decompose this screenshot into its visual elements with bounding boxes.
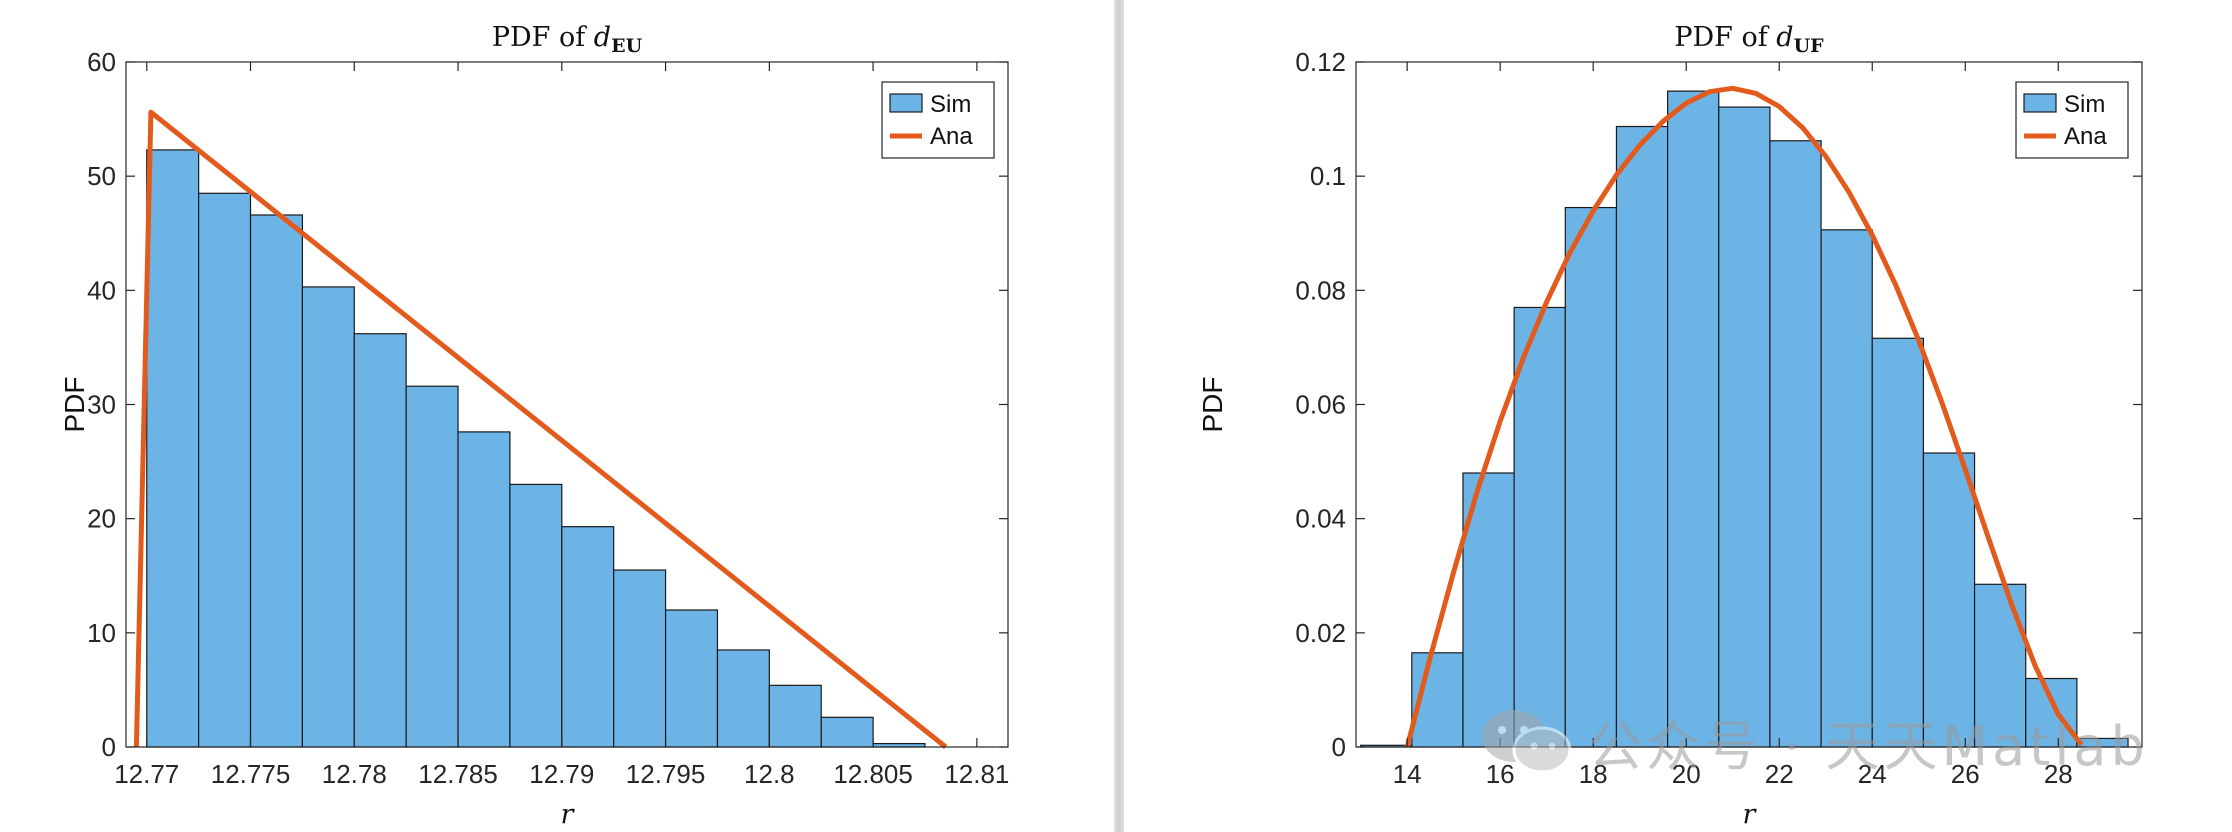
histogram-bar <box>1871 337 1925 748</box>
legend-sim-swatch <box>889 93 923 113</box>
x-tick-label: 22 <box>1765 759 1794 789</box>
y-tick-label: 50 <box>87 161 116 191</box>
histogram-bar <box>249 214 304 748</box>
histogram-bar <box>1667 90 1720 748</box>
y-tick-label: 0.1 <box>1310 161 1346 191</box>
histogram-bar <box>405 385 459 748</box>
y-tick-label: 40 <box>87 275 116 305</box>
x-tick-label: 14 <box>1393 759 1422 789</box>
watermark-text: 公众号 · 天天Matlab <box>1588 714 2149 778</box>
x-tick-label: 12.78 <box>322 759 387 789</box>
x-tick-label: 28 <box>2044 759 2073 789</box>
x-axis-label: r <box>561 799 576 830</box>
x-tick-label: 12.775 <box>211 759 291 789</box>
histogram-bar <box>1718 106 1771 748</box>
y-tick-label: 0.12 <box>1295 47 1346 77</box>
watermark: 公众号 · 天天Matlab <box>1478 706 2149 778</box>
x-tick-label: 20 <box>1672 759 1701 789</box>
x-tick-label: 12.785 <box>418 759 498 789</box>
x-tick-label: 12.805 <box>833 759 913 789</box>
x-tick-label: 26 <box>1951 759 1980 789</box>
x-tick-label: 12.8 <box>744 759 795 789</box>
histogram-bar <box>301 286 355 748</box>
histogram-bar <box>561 526 615 748</box>
title-prefix: PDF of <box>492 22 594 53</box>
legend-sim-label: Sim <box>2064 91 2105 118</box>
x-tick-label: 12.79 <box>529 759 594 789</box>
chart-title: PDF of dEU <box>492 22 643 57</box>
x-axis-label: r <box>1743 799 1758 830</box>
histogram-bar <box>664 609 719 748</box>
chart-pdf-deu: 12.77 12.775 12.78 12.785 12.79 12.795 12.8 12.… <box>59 22 1009 830</box>
y-tick-label: 10 <box>87 618 116 648</box>
y-tick-label: 0.02 <box>1295 618 1346 648</box>
histogram-bar <box>353 333 407 748</box>
histogram-bar <box>1973 583 2027 748</box>
histogram-bar <box>613 569 667 748</box>
histogram-bar <box>457 431 511 748</box>
histogram-bar <box>768 684 822 748</box>
left-figure-panel: 12.77 12.775 12.78 12.785 12.79 12.795 12.8 12.… <box>0 0 1114 832</box>
histogram-bar <box>1820 229 1873 748</box>
histogram-bar <box>198 192 252 748</box>
y-tick-label: 0 <box>1332 732 1346 762</box>
histogram-bar <box>716 649 770 748</box>
y-tick-label: 0.06 <box>1295 390 1346 420</box>
y-tick-label: 0.08 <box>1295 275 1346 305</box>
y-tick-label: 20 <box>87 504 116 534</box>
x-tick-label: 12.81 <box>944 759 1009 789</box>
window-divider[interactable] <box>1114 0 1124 832</box>
histogram-bar <box>146 149 200 748</box>
y-tick-label: 0.04 <box>1295 504 1346 534</box>
legend-ana-label: Ana <box>930 123 973 150</box>
x-tick-label: 16 <box>1486 759 1515 789</box>
x-tick-label: 12.77 <box>114 759 179 789</box>
histogram-bar <box>509 483 563 748</box>
title-variable: d <box>1776 22 1793 53</box>
wechat-icon <box>1482 710 1572 774</box>
legend-sim-label: Sim <box>930 91 971 118</box>
histogram-bar <box>1922 452 1976 748</box>
right-figure-panel: 14 16 18 20 22 24 26 28 0 0.02 0.04 0.06 0.08 0.1 0.12… <box>1124 0 2232 832</box>
title-prefix: PDF of <box>1674 22 1776 53</box>
chart-title: PDF of dUF <box>1674 22 1824 57</box>
histogram-bar <box>820 716 874 748</box>
histogram-bar <box>1513 306 1566 748</box>
y-tick-label: 0 <box>102 732 116 762</box>
x-tick-label: 18 <box>1579 759 1608 789</box>
ana-line <box>133 109 948 749</box>
chart-pdf-duf: 14 16 18 20 22 24 26 28 0 0.02 0.04 0.06 0.08 0.1 0.12… <box>1197 22 2143 830</box>
y-axis-label: PDF <box>59 377 90 433</box>
y-tick-label: 60 <box>87 47 116 77</box>
title-variable: d <box>594 22 611 53</box>
x-tick-label: 12.795 <box>626 759 706 789</box>
y-tick-label: 30 <box>87 390 116 420</box>
ana-line <box>1404 85 2084 748</box>
histogram-bar <box>1615 125 1669 748</box>
x-tick-label: 24 <box>1858 759 1887 789</box>
title-subscript: UF <box>1794 35 1825 57</box>
legend-sim-swatch <box>2023 93 2057 113</box>
title-subscript: EU <box>611 35 642 57</box>
histogram-bar <box>1564 206 1618 748</box>
y-axis-label: PDF <box>1197 377 1228 433</box>
histogram-bar <box>1769 140 1822 748</box>
legend-ana-label: Ana <box>2064 123 2107 150</box>
